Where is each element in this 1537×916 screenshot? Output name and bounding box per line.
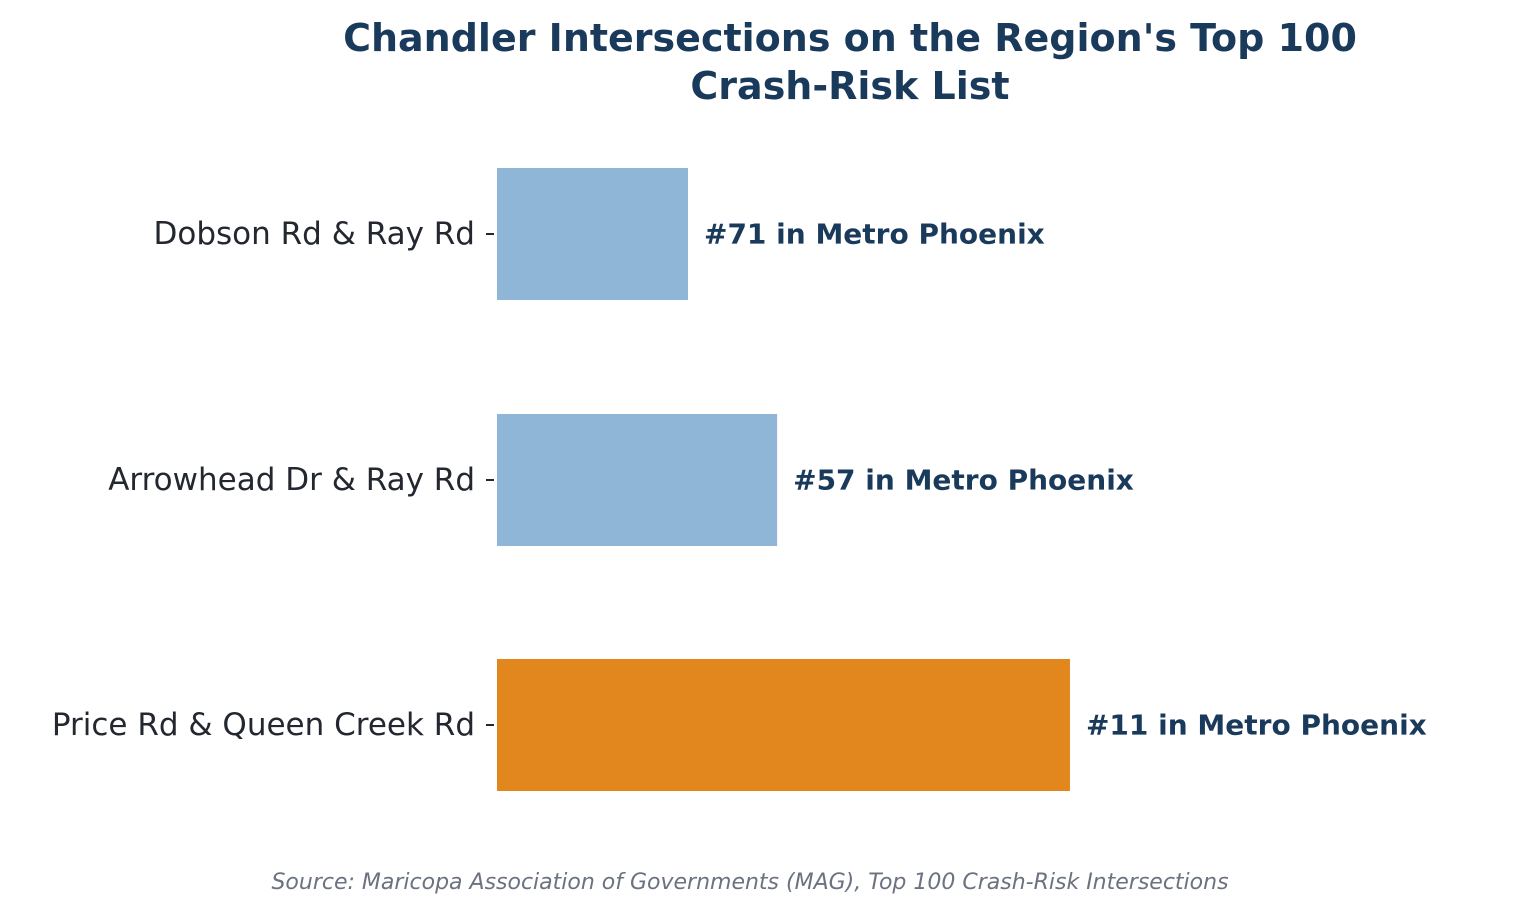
chart-title-line-2: Crash-Risk List — [690, 64, 1010, 108]
bar-3 — [497, 659, 1070, 791]
chart-title: Chandler Intersections on the Region's T… — [0, 14, 1537, 110]
bar-2 — [497, 414, 778, 546]
bar-1 — [497, 168, 688, 300]
source-note: Source: Maricopa Association of Governme… — [271, 870, 1229, 895]
y-tick-label-3: Price Rd & Queen Creek Rd — [52, 707, 475, 743]
y-tick-label-1: Dobson Rd & Ray Rd — [153, 216, 475, 252]
data-label-3: #11 in Metro Phoenix — [1086, 709, 1427, 742]
data-label-1: #71 in Metro Phoenix — [704, 218, 1045, 251]
y-tick-label-2: Arrowhead Dr & Ray Rd — [108, 462, 475, 498]
chart-title-line-1: Chandler Intersections on the Region's T… — [343, 16, 1357, 60]
data-label-2: #57 in Metro Phoenix — [793, 464, 1134, 497]
